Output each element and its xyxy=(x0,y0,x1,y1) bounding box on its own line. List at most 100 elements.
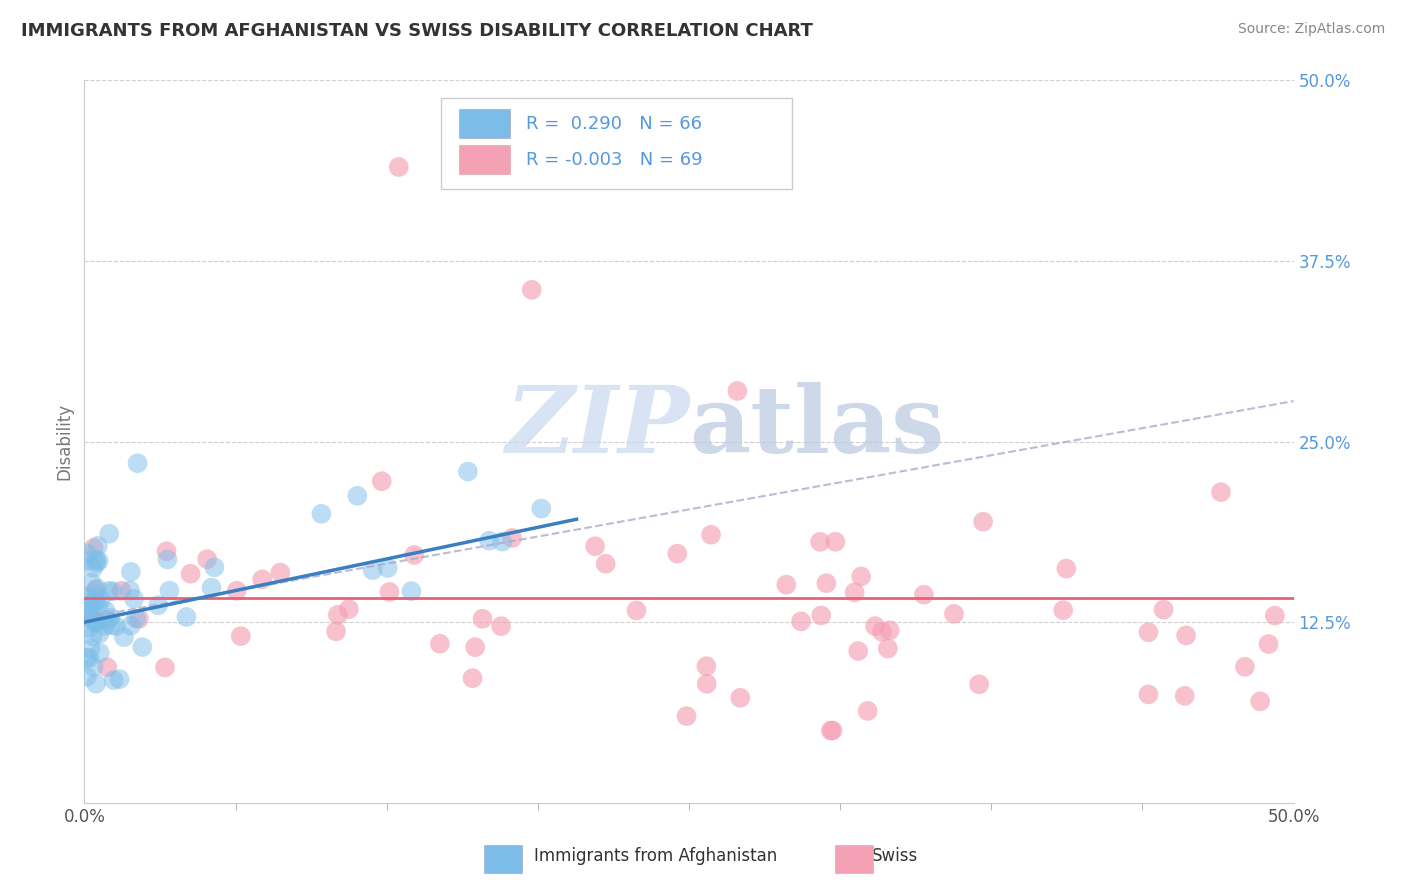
Point xyxy=(489,619,512,633)
Point xyxy=(101,584,124,599)
Point xyxy=(86,582,108,596)
Point xyxy=(821,723,844,738)
Point xyxy=(730,690,752,705)
Point xyxy=(76,599,98,614)
Point xyxy=(204,560,226,574)
Point xyxy=(94,619,117,633)
Point xyxy=(1137,625,1160,640)
Point xyxy=(157,583,180,598)
Point xyxy=(311,507,333,521)
Point xyxy=(104,619,127,633)
Point xyxy=(626,603,648,617)
Point xyxy=(478,533,501,548)
Point xyxy=(180,566,202,581)
Point xyxy=(790,615,813,629)
Point xyxy=(378,585,401,599)
Point xyxy=(96,613,118,627)
Point xyxy=(530,501,553,516)
Point xyxy=(156,552,179,566)
Point xyxy=(943,607,966,621)
Point xyxy=(595,557,617,571)
Point xyxy=(810,608,832,623)
Point xyxy=(1137,687,1160,701)
FancyBboxPatch shape xyxy=(441,98,792,189)
Point xyxy=(700,527,723,541)
Point xyxy=(83,588,105,602)
Point xyxy=(967,677,990,691)
Point xyxy=(820,723,842,738)
Point xyxy=(464,640,486,655)
Point xyxy=(695,659,717,673)
Point xyxy=(84,552,107,566)
Point xyxy=(1264,608,1286,623)
Point xyxy=(98,526,121,541)
Point xyxy=(808,534,831,549)
Point xyxy=(86,615,108,630)
Point xyxy=(972,515,994,529)
Point xyxy=(97,583,120,598)
Point xyxy=(501,531,523,545)
Point xyxy=(461,671,484,685)
Point xyxy=(110,583,132,598)
Point xyxy=(401,584,423,599)
Point xyxy=(815,576,838,591)
Point xyxy=(127,456,149,470)
Text: Swiss: Swiss xyxy=(872,847,918,865)
Point xyxy=(856,704,879,718)
Point xyxy=(84,677,107,691)
Point xyxy=(269,566,291,580)
Point xyxy=(1257,637,1279,651)
Point xyxy=(1054,561,1077,575)
Point xyxy=(77,608,100,623)
Point xyxy=(89,646,111,660)
Point xyxy=(846,644,869,658)
Point xyxy=(377,561,399,575)
Point xyxy=(96,660,118,674)
Point xyxy=(849,569,872,583)
Point xyxy=(90,593,112,607)
Point xyxy=(120,583,142,598)
Point xyxy=(86,556,108,570)
Point xyxy=(76,670,98,684)
Point xyxy=(100,610,122,624)
Point xyxy=(103,673,125,687)
Point xyxy=(155,544,177,558)
Point xyxy=(675,709,697,723)
Point xyxy=(371,474,394,488)
Point xyxy=(122,591,145,606)
Point xyxy=(83,660,105,674)
Point xyxy=(429,637,451,651)
Point xyxy=(1175,628,1198,642)
Point xyxy=(80,575,103,590)
Point xyxy=(775,577,797,591)
Point xyxy=(79,641,101,656)
Point xyxy=(87,539,110,553)
Point xyxy=(1052,603,1074,617)
Point xyxy=(82,561,104,575)
Point xyxy=(725,384,748,398)
Point xyxy=(77,554,100,568)
Point xyxy=(148,598,170,612)
Point xyxy=(131,640,153,654)
FancyBboxPatch shape xyxy=(460,109,510,138)
Point xyxy=(225,583,247,598)
Point xyxy=(824,534,846,549)
Point xyxy=(125,611,148,625)
Point xyxy=(666,547,689,561)
Point xyxy=(1233,660,1256,674)
Point xyxy=(583,539,606,553)
Point xyxy=(79,651,101,665)
Text: R =  0.290   N = 66: R = 0.290 N = 66 xyxy=(526,115,702,133)
Point xyxy=(87,599,110,613)
Point xyxy=(229,629,252,643)
Point xyxy=(79,604,101,618)
Text: Immigrants from Afghanistan: Immigrants from Afghanistan xyxy=(534,847,778,865)
Text: ZIP: ZIP xyxy=(505,382,689,472)
Point xyxy=(876,641,898,656)
Point xyxy=(326,607,349,622)
Point xyxy=(84,615,107,629)
Point xyxy=(200,581,222,595)
Point xyxy=(120,619,142,633)
Point xyxy=(337,602,360,616)
Point xyxy=(108,672,131,686)
